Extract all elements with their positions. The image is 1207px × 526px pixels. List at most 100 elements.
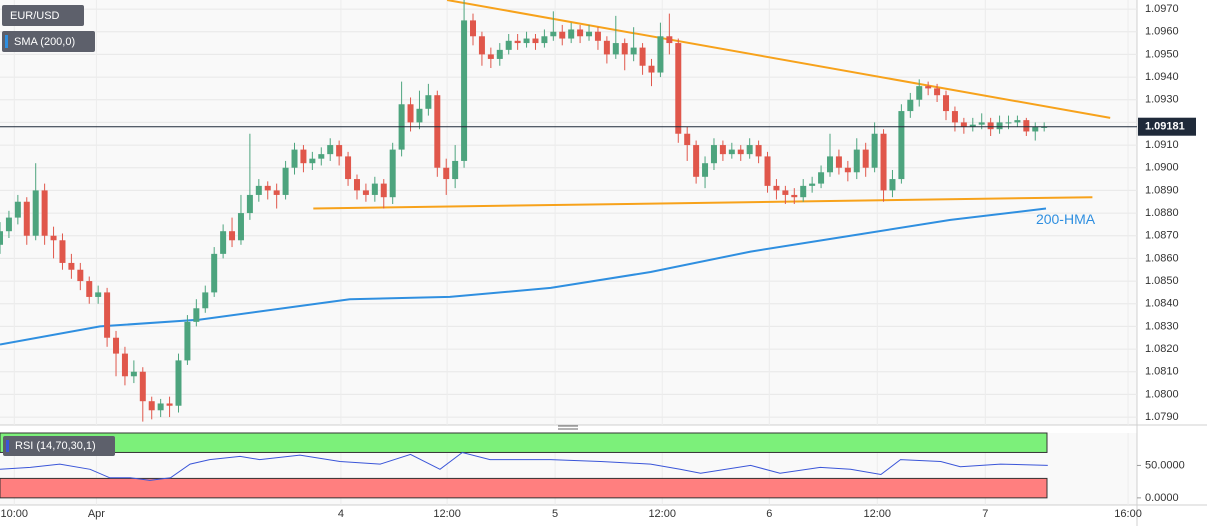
candle-body: [514, 40, 521, 44]
y-tick-label: 1.0800: [1145, 388, 1179, 400]
candle-body: [443, 167, 450, 180]
y-tick-label: 0.0000: [1145, 492, 1179, 504]
candle-body: [702, 163, 709, 177]
candle-body: [871, 133, 878, 168]
candle-body: [764, 156, 771, 186]
plot-layer: 1.0790 1.0800 1.0810 1.0820 1.0830 1.0840 1.08…: [0, 0, 1196, 520]
candle-body: [916, 86, 923, 100]
candle-body: [710, 145, 717, 164]
last-price-label: 1.09181: [1145, 121, 1185, 133]
candle-body: [755, 145, 762, 157]
candle-body: [336, 145, 343, 157]
candle-body: [86, 281, 93, 297]
y-tick-label: 1.0870: [1145, 230, 1179, 242]
candle-body: [139, 371, 146, 402]
candle-body: [943, 95, 950, 112]
candle-body: [95, 292, 102, 297]
y-tick-label: 1.0890: [1145, 184, 1179, 196]
candle-body: [666, 36, 673, 44]
candle-body: [478, 36, 485, 55]
rsi-legend-label: RSI (14,70,30,1): [15, 440, 96, 452]
x-tick-label: 16:00: [1114, 508, 1142, 520]
candle-body: [121, 353, 128, 377]
candle-body: [113, 337, 120, 354]
x-tick-label: Apr: [88, 508, 105, 520]
candle-body: [648, 65, 655, 73]
candle-body: [621, 43, 628, 55]
candle-body: [907, 99, 914, 112]
candle-body: [452, 160, 459, 180]
candle-body: [835, 156, 842, 168]
trendline: [446, 0, 1111, 119]
y-tick-label: 1.0910: [1145, 139, 1179, 151]
candle-body: [630, 47, 637, 55]
candle-body: [318, 154, 325, 159]
main-plot-bg: [0, 0, 1137, 425]
candle-body: [791, 194, 798, 198]
candle-body: [853, 149, 860, 173]
candle-body: [969, 124, 976, 127]
candle-body: [461, 20, 468, 161]
rsi-legend[interactable]: RSI (14,70,30,1): [3, 436, 115, 456]
x-tick-label: 12:00: [433, 508, 461, 520]
candle-body: [818, 172, 825, 184]
candle-body: [487, 54, 494, 59]
candle-body: [68, 262, 75, 270]
candle-body: [577, 29, 584, 37]
candle-body: [434, 95, 441, 168]
candle-body: [693, 145, 700, 177]
rsi-zone: [0, 432, 1048, 453]
candle-body: [1014, 120, 1021, 123]
candle-body: [282, 167, 289, 195]
candle-body: [291, 149, 298, 168]
rsi-line: [0, 451, 1048, 481]
moving-average-line: [0, 207, 1047, 346]
trendline: [313, 196, 1093, 210]
candle-body: [300, 149, 307, 164]
pane-resize-handle[interactable]: [558, 425, 578, 430]
candle-body: [353, 179, 360, 191]
candle-body: [603, 40, 610, 55]
candle-body: [14, 201, 21, 218]
candle-body: [202, 292, 209, 309]
candle-body: [425, 95, 432, 109]
y-tick-label: 1.0860: [1145, 252, 1179, 264]
x-tick-label: 10:00: [1, 508, 29, 520]
y-tick-label: 1.0790: [1145, 411, 1179, 423]
sma-legend[interactable]: SMA (200,0): [2, 31, 95, 52]
candle-body: [550, 31, 557, 37]
y-tick-label: 1.0960: [1145, 26, 1179, 38]
candle-body: [175, 360, 182, 406]
candle-body: [594, 31, 601, 41]
candle-body: [416, 108, 423, 123]
y-tick-label: 50.0000: [1145, 459, 1185, 471]
candle-body: [1005, 122, 1012, 124]
candle-body: [23, 201, 30, 236]
candle-body: [166, 403, 173, 406]
symbol-legend[interactable]: EUR/USD: [2, 5, 84, 26]
candle-body: [496, 49, 503, 59]
candle-body: [1023, 120, 1030, 132]
candle-body: [746, 145, 753, 155]
candle-body: [719, 145, 726, 155]
candle-body: [951, 111, 958, 123]
candle-body: [41, 190, 48, 236]
candle-body: [246, 194, 253, 214]
candle-body: [675, 43, 682, 134]
candle-body: [898, 111, 905, 180]
y-tick-label: 1.0830: [1145, 320, 1179, 332]
candle-body: [612, 43, 619, 55]
candle-body: [184, 321, 191, 361]
candle-body: [211, 253, 218, 293]
candle-body: [684, 133, 691, 146]
candle-body: [264, 185, 271, 191]
y-tick-label: 1.0900: [1145, 162, 1179, 174]
moving-average-label: 200-HMA: [1036, 211, 1096, 227]
symbol-title: EUR/USD: [10, 10, 60, 22]
candle-body: [389, 149, 396, 198]
x-tick-label: 7: [982, 508, 988, 520]
candle-body: [1041, 126, 1048, 128]
candle-body: [586, 31, 593, 37]
candle-body: [782, 190, 789, 195]
candle-body: [380, 183, 387, 198]
